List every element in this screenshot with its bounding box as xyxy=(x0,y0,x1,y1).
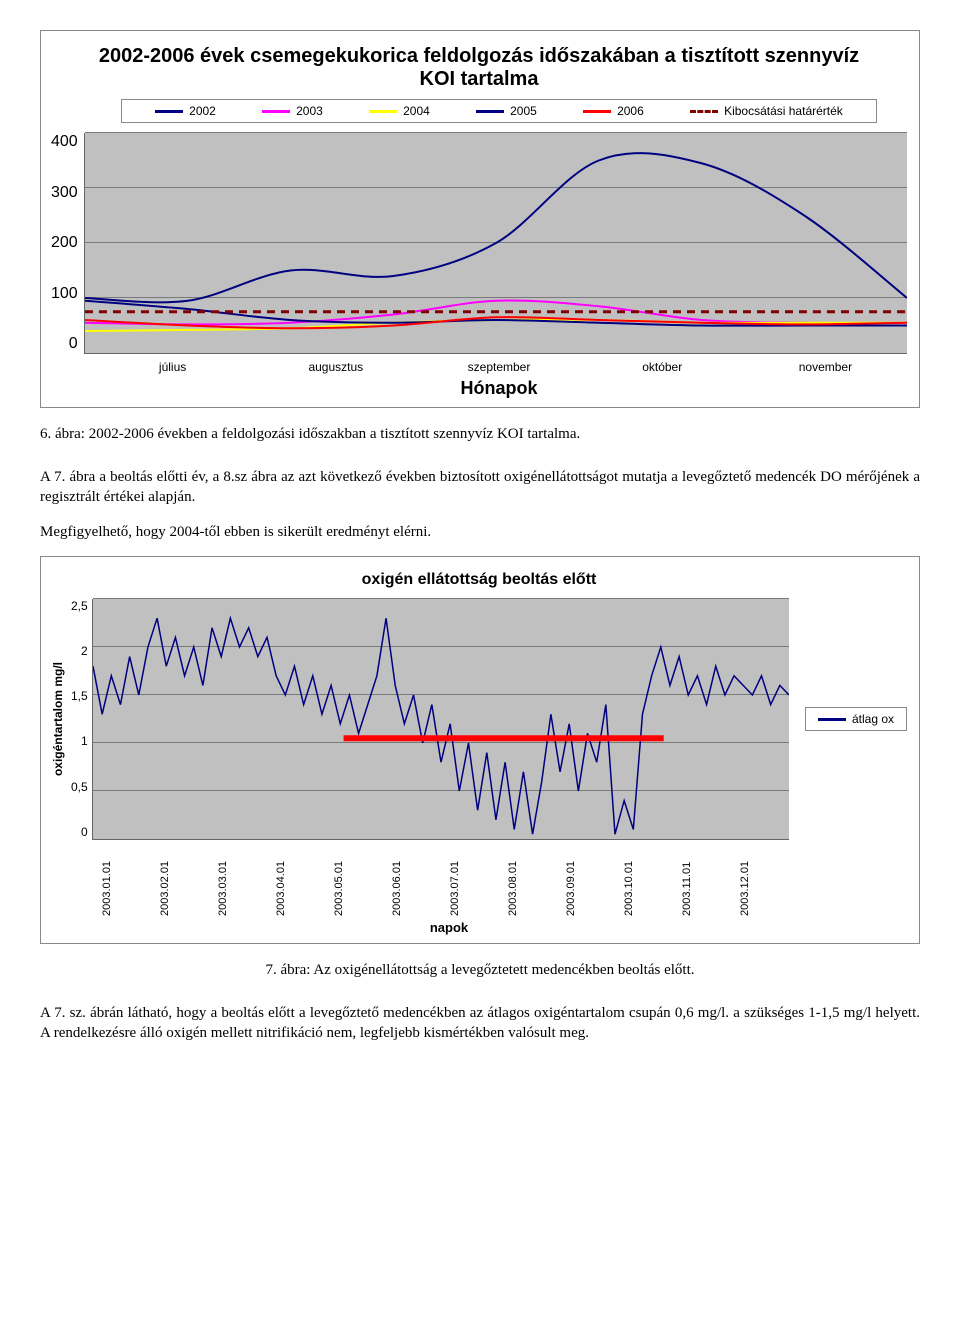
chart1-x-title: Hónapok xyxy=(91,378,907,399)
chart2-plot xyxy=(92,599,789,840)
chart2-x-axis: 2003.01.012003.02.012003.03.012003.04.01… xyxy=(101,840,797,916)
x-tick: október xyxy=(581,360,744,374)
legend-swatch xyxy=(583,110,611,113)
x-tick: július xyxy=(91,360,254,374)
y-tick: 100 xyxy=(51,285,78,303)
x-tick: 2003.04.01 xyxy=(275,846,333,916)
chart1-plot-wrap: 400 300 200 100 0 xyxy=(51,133,907,354)
y-tick: 200 xyxy=(51,234,78,252)
paragraph-2: Megfigyelhető, hogy 2004-től ebben is si… xyxy=(40,522,920,542)
x-tick: szeptember xyxy=(417,360,580,374)
y-tick: 2,5 xyxy=(71,599,88,613)
legend-swatch xyxy=(369,110,397,113)
x-tick: 2003.03.01 xyxy=(217,846,275,916)
y-tick: 400 xyxy=(51,133,78,151)
legend-label: 2006 xyxy=(617,104,644,118)
chart2-x-title: napok xyxy=(101,920,797,935)
chart2-y-title: oxigéntartalom mg/l xyxy=(51,662,65,776)
legend-label: 2005 xyxy=(510,104,537,118)
y-tick: 0,5 xyxy=(71,780,88,794)
legend-item: 2005 xyxy=(476,104,537,118)
chart2-container: oxigén ellátottság beoltás előtt oxigént… xyxy=(40,556,920,944)
legend-swatch xyxy=(690,110,718,113)
x-tick: 2003.01.01 xyxy=(101,846,159,916)
legend-item: 2004 xyxy=(369,104,430,118)
x-tick: 2003.11.01 xyxy=(681,846,739,916)
x-tick: 2003.10.01 xyxy=(623,846,681,916)
x-tick: 2003.05.01 xyxy=(333,846,391,916)
chart2-y-axis: 2,5 2 1,5 1 0,5 0 xyxy=(71,599,92,839)
chart1-y-axis: 400 300 200 100 0 xyxy=(51,133,84,353)
chart2-legend: átlag ox xyxy=(805,707,907,731)
legend2-swatch xyxy=(818,718,846,721)
chart1-container: 2002-2006 évek csemegekukorica feldolgoz… xyxy=(40,30,920,408)
legend-label: 2003 xyxy=(296,104,323,118)
x-tick: 2003.08.01 xyxy=(507,846,565,916)
legend2-label: átlag ox xyxy=(852,712,894,726)
y-tick: 1 xyxy=(71,734,88,748)
y-tick: 0 xyxy=(51,335,78,353)
legend-swatch xyxy=(155,110,183,113)
paragraph-1: A 7. ábra a beoltás előtti év, a 8.sz áb… xyxy=(40,467,920,508)
chart1-caption: 6. ábra: 2002-2006 években a feldolgozás… xyxy=(40,426,920,443)
y-tick: 1,5 xyxy=(71,689,88,703)
x-tick: 2003.07.01 xyxy=(449,846,507,916)
x-tick: augusztus xyxy=(254,360,417,374)
legend-item: 2003 xyxy=(262,104,323,118)
chart2-title: oxigén ellátottság beoltás előtt xyxy=(51,571,907,589)
legend-label: 2002 xyxy=(189,104,216,118)
chart1-title: 2002-2006 évek csemegekukorica feldolgoz… xyxy=(91,45,867,91)
y-tick: 0 xyxy=(71,825,88,839)
paragraph-3: A 7. sz. ábrán látható, hogy a beoltás e… xyxy=(40,1003,920,1044)
legend-item: 2006 xyxy=(583,104,644,118)
x-tick: 2003.06.01 xyxy=(391,846,449,916)
y-tick: 2 xyxy=(71,644,88,658)
legend-item: 2002 xyxy=(155,104,216,118)
x-tick: november xyxy=(744,360,907,374)
legend-label: Kibocsátási határérték xyxy=(724,104,843,118)
x-tick: 2003.09.01 xyxy=(565,846,623,916)
x-tick: 2003.12.01 xyxy=(739,846,797,916)
chart1-plot xyxy=(84,133,907,354)
legend-swatch xyxy=(262,110,290,113)
y-tick: 300 xyxy=(51,184,78,202)
legend-label: 2004 xyxy=(403,104,430,118)
x-tick: 2003.02.01 xyxy=(159,846,217,916)
chart1-x-axis: júliusaugusztusszeptemberoktóbernovember xyxy=(91,354,907,374)
legend-swatch xyxy=(476,110,504,113)
chart2-caption: 7. ábra: Az oxigénellátottság a levegőzt… xyxy=(40,962,920,979)
legend-item: Kibocsátási határérték xyxy=(690,104,843,118)
chart1-legend: 2002 2003 2004 2005 2006 Kibocsátási határért… xyxy=(121,99,877,123)
